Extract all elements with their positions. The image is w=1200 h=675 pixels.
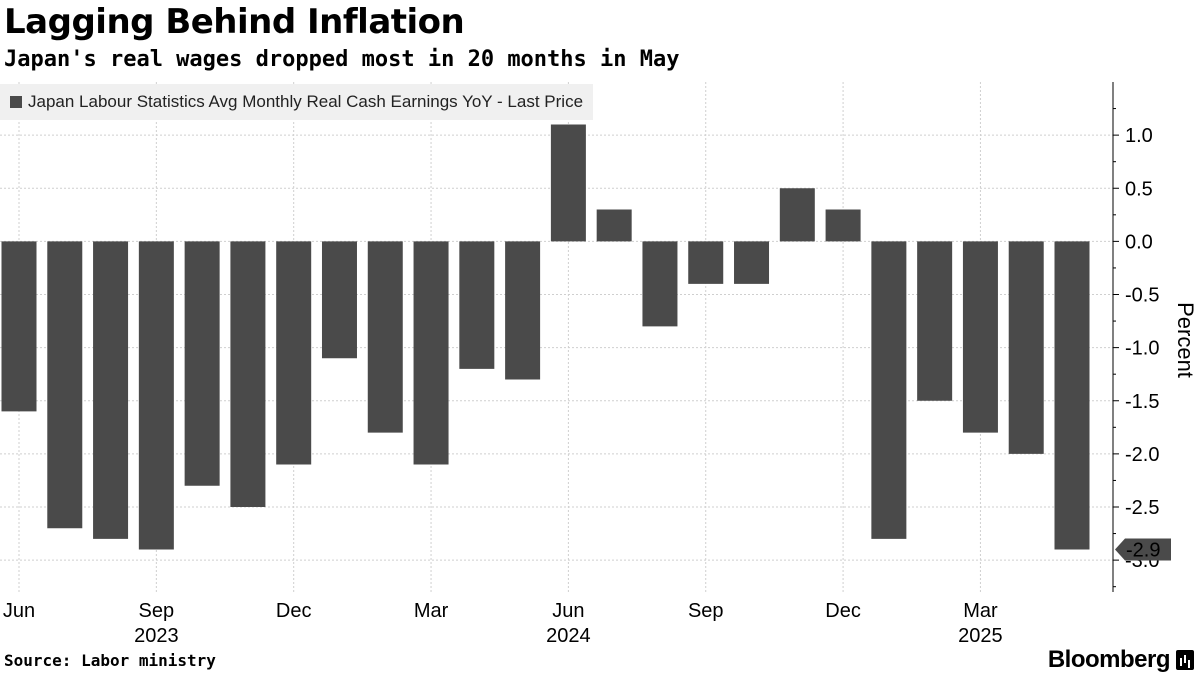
x-tick-label-month: Mar [963,600,998,622]
last-value-tag [1115,538,1171,561]
bar-jun-2023 [1,241,37,412]
bar-oct-2024 [734,241,770,284]
y-tick-label: 0.5 [1125,178,1153,200]
bar-dec-2024 [825,209,861,242]
bar-may-2024 [505,241,541,380]
y-tick-label: -0.5 [1125,285,1159,307]
y-tick-label: -1.5 [1125,391,1159,413]
bar-nov-2024 [779,188,815,242]
brand-logo: Bloomberg [1047,646,1171,673]
x-tick-label-month: Dec [276,600,312,622]
bloomberg-chart-icon [1176,650,1194,670]
legend: Japan Labour Statistics Avg Monthly Real… [0,84,594,120]
chart-title: Lagging Behind Inflation [4,2,465,42]
y-tick-label: -1.0 [1125,338,1159,360]
bar-jun-2024 [550,124,586,242]
x-tick-label-year: 2023 [134,625,179,647]
x-tick-label-year: 2024 [546,625,591,647]
legend-label: Japan Labour Statistics Avg Monthly Real… [28,92,584,111]
x-tick-label-month: Sep [688,600,724,622]
y-axis: 1.00.50.0-0.5-1.0-1.5-2.0-2.5-3.0-2.9 [1112,82,1171,592]
bar-mar-2024 [413,241,449,465]
x-tick-label-year: 2025 [958,625,1003,647]
bar-jul-2023 [47,241,83,529]
source-note: Source: Labor ministry [4,651,216,670]
bar-aug-2024 [642,241,678,327]
y-tick-label: -2.5 [1125,497,1159,519]
y-tick-label: 1.0 [1125,125,1153,147]
bar-apr-2024 [459,241,495,369]
x-tick-label-month: Jun [552,600,584,622]
bar-apr-2025 [1008,241,1044,454]
chart-subtitle: Japan's real wages dropped most in 20 mo… [4,47,680,72]
bar-may-2025 [1054,241,1090,550]
x-tick-label-month: Jun [3,600,35,622]
y-tick-label: 0.0 [1125,231,1153,253]
bar-feb-2025 [917,241,953,401]
bar-feb-2024 [367,241,403,433]
legend-swatch [10,96,22,108]
x-tick-label-month: Dec [825,600,861,622]
y-tick-label: -2.0 [1125,444,1159,466]
bar-sep-2024 [688,241,724,284]
x-axis: Jun Sep 2023 Dec Mar Jun 2024 Sep Dec Mar 2025 [3,600,1003,647]
bar-nov-2023 [230,241,266,507]
bar-jul-2024 [596,209,632,242]
bar-series [1,124,1090,550]
bar-sep-2023 [138,241,174,550]
bar-aug-2023 [93,241,129,539]
last-value-label: -2.9 [1126,540,1160,562]
bar-dec-2023 [276,241,312,465]
bar-mar-2025 [962,241,998,433]
y-axis-label: Percent [1173,302,1198,378]
x-tick-label-month: Sep [139,600,175,622]
bar-oct-2023 [184,241,220,486]
bar-jan-2025 [871,241,907,539]
x-tick-label-month: Mar [414,600,449,622]
bar-jan-2024 [321,241,357,359]
